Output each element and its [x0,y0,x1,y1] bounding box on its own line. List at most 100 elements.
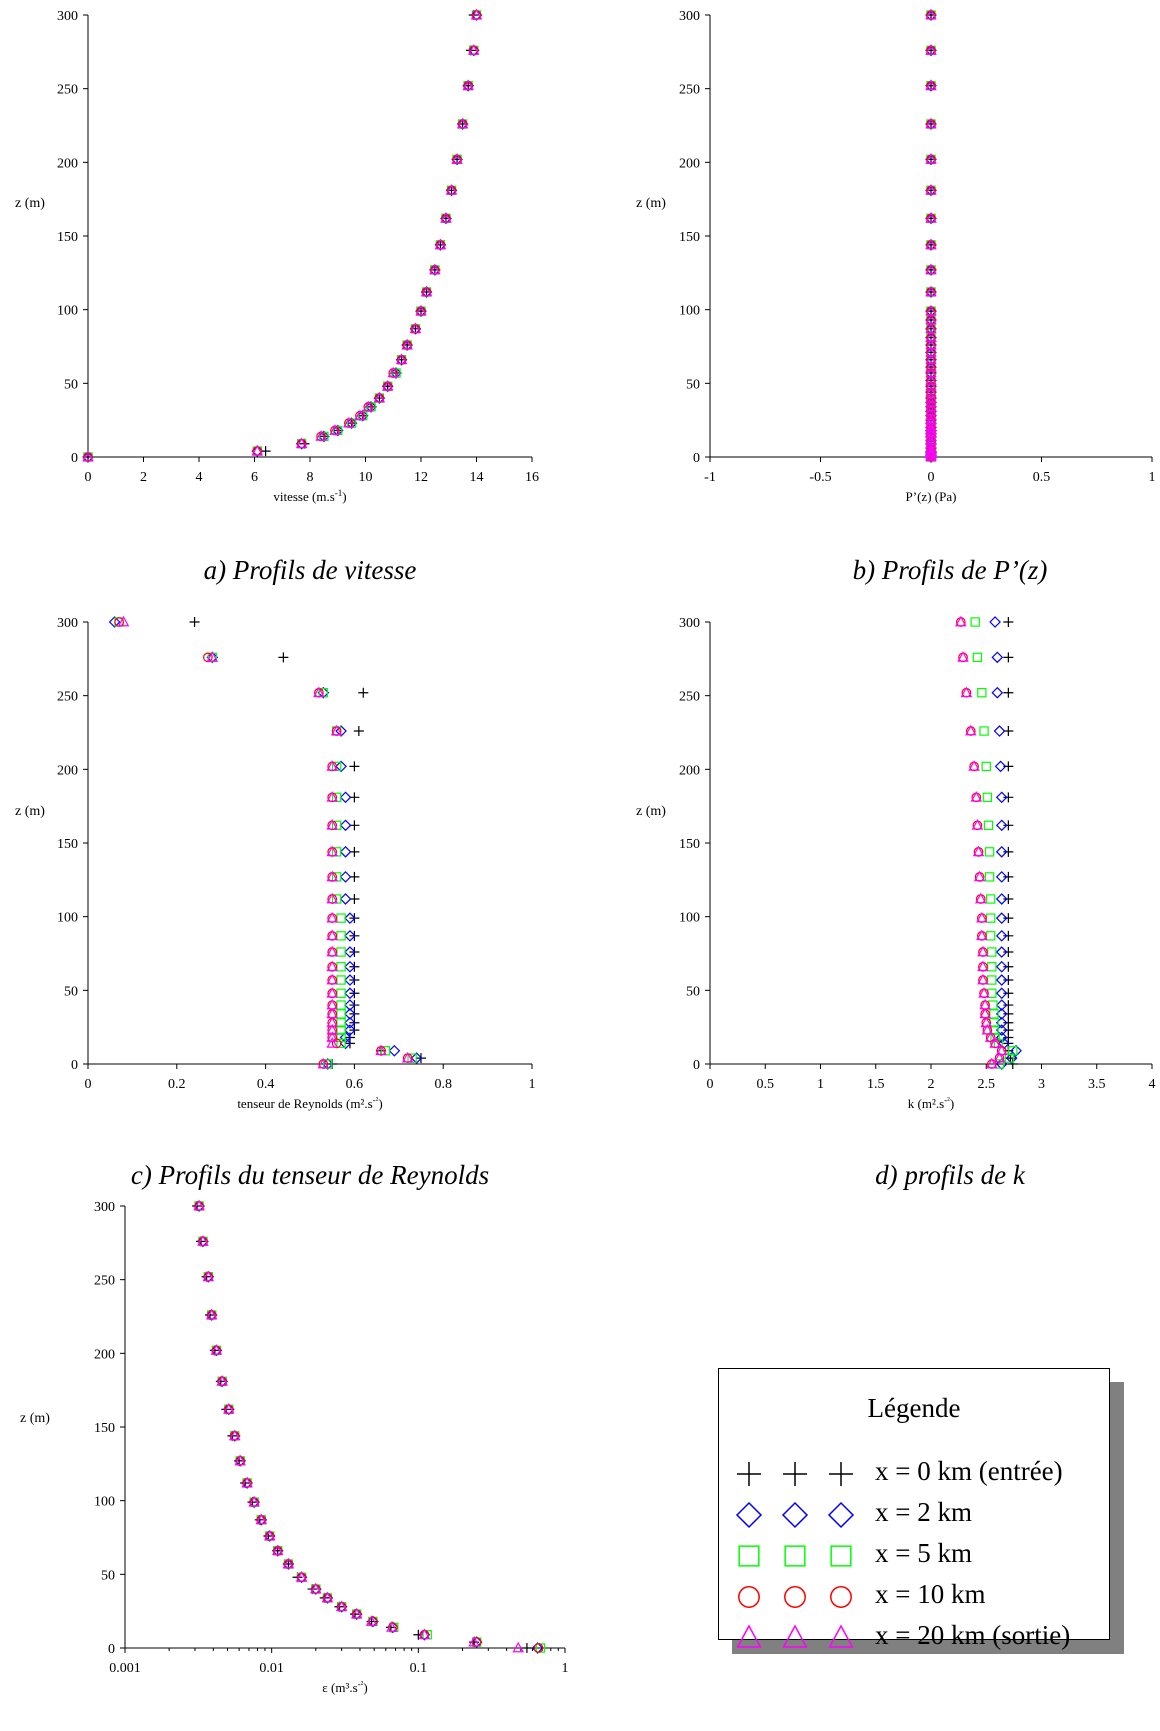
data-point-diamond [344,929,356,942]
x-axis-label: tenseur de Reynolds (m².s-²) [237,1095,382,1111]
data-point-diamond [925,238,937,251]
data-point-diamond [395,353,408,366]
data-point-triangle [976,911,988,923]
data-point-diamond [350,1608,363,1620]
data-point-triangle [978,987,990,998]
data-point-triangle [335,1600,348,1612]
data-point-triangle [925,437,937,449]
data-point-triangle [321,1591,334,1603]
x-tick-label: 0 [928,470,935,485]
data-point-triangle [216,1375,228,1386]
y-tick-label: 100 [679,304,700,319]
caption-c: c) Profils du tenseur de Reynolds [130,1160,490,1190]
data-point-square [985,894,996,904]
data-point-triangle [373,391,386,403]
y-tick-label: 200 [57,156,78,171]
data-point-diamond [317,686,330,699]
data-point-triangle [401,1051,414,1063]
data-point-plus [1003,961,1014,972]
data-point-square [987,975,997,985]
data-point-diamond [388,1044,401,1057]
data-point-diamond [925,153,937,166]
legend: Légende x = 0 km (entrée) x = 2 km x = 5 k… [718,1368,1110,1650]
x-tick-label: -1 [704,470,716,485]
data-point-diamond [318,430,330,443]
legend-entry: x = 2 km [719,1495,1109,1535]
x-tick-label: 0.8 [434,1077,452,1092]
data-point-triangle [925,385,937,397]
data-point-diamond [995,819,1008,832]
data-point-diamond [365,401,377,413]
data-point-triangle [977,960,989,972]
data-point-diamond [925,212,937,225]
data-point-triangle [445,184,458,195]
data-point-square [336,975,346,985]
y-tick-label: 250 [679,690,700,705]
data-point-plus [1003,893,1014,904]
data-point-triangle [326,911,338,923]
legend-marker [783,1462,807,1486]
x-tick-label: 1 [562,1661,569,1676]
data-point-diamond [373,392,386,404]
y-tick-label: 150 [94,1421,115,1436]
data-point-plus [1003,913,1014,924]
data-point-diamond [995,999,1008,1011]
data-point-diamond [995,893,1008,905]
legend-marker [827,1501,855,1529]
data-point-plus [1003,988,1014,999]
data-point-triangle [925,427,937,438]
data-point-diamond [925,9,937,21]
y-tick-label: 50 [686,984,700,999]
data-point-triangle [365,1615,378,1626]
data-point-triangle [451,153,463,164]
data-point-triangle [972,845,985,857]
data-point-triangle [981,1023,994,1035]
data-point-triangle [354,409,366,421]
data-point-square [336,988,346,998]
data-point-triangle [925,285,937,297]
data-point-triangle [512,1641,525,1653]
data-point-diamond [222,1403,235,1416]
data-point-diamond [309,1583,322,1595]
data-point-triangle [925,416,937,428]
x-tick-label: 4 [1149,1077,1156,1092]
data-point-triangle [974,892,987,904]
data-point-triangle [995,1044,1008,1056]
data-point-diamond [925,353,937,366]
data-point-plus [1003,1017,1014,1028]
data-point-triangle [317,1057,330,1069]
legend-marker [738,1545,760,1567]
data-point-diamond [925,361,937,373]
data-point-triangle [350,1607,363,1619]
data-point-diamond [434,238,447,251]
data-point-triangle [315,430,327,441]
data-point-diamond [344,946,356,958]
y-tick-label: 100 [679,911,700,926]
data-point-diamond [335,760,347,773]
data-point-diamond [445,184,458,197]
x-axis-label: ε (m³.s-²) [322,1679,367,1695]
y-tick-label: 150 [57,230,78,245]
data-point-triangle [202,1270,215,1282]
data-point-triangle [468,1635,480,1647]
data-point-plus [1007,1059,1018,1069]
data-point-square [981,761,991,772]
x-tick-label: 2.5 [978,1077,996,1092]
x-tick-label: 12 [414,470,428,485]
legend-entry: x = 5 km [719,1536,1109,1576]
data-point-square [984,847,995,857]
legend-marker [736,1624,762,1648]
x-tick-label: 0.1 [410,1661,428,1676]
data-point-diamond [925,118,937,130]
chart-d: 0 50 100 150 200 250 300 0 0.5 1 1.5 2 2.5 3 3.5 4 k (m²… [636,615,1156,1111]
data-point-diamond [991,651,1004,664]
caption-a: a) Profils de vitesse [203,555,417,585]
data-point-triangle [925,447,937,459]
data-point-triangle [420,285,433,297]
data-point-triangle [925,8,937,20]
data-point-triangle [440,212,452,223]
x-tick-label: 6 [251,470,258,485]
data-point-triangle [415,304,427,316]
chart-a: 0 50 100 150 200 250 300 0 2 4 6 8 10 12 14 16 vitesse (… [15,8,539,504]
data-point-diamond [251,445,264,457]
